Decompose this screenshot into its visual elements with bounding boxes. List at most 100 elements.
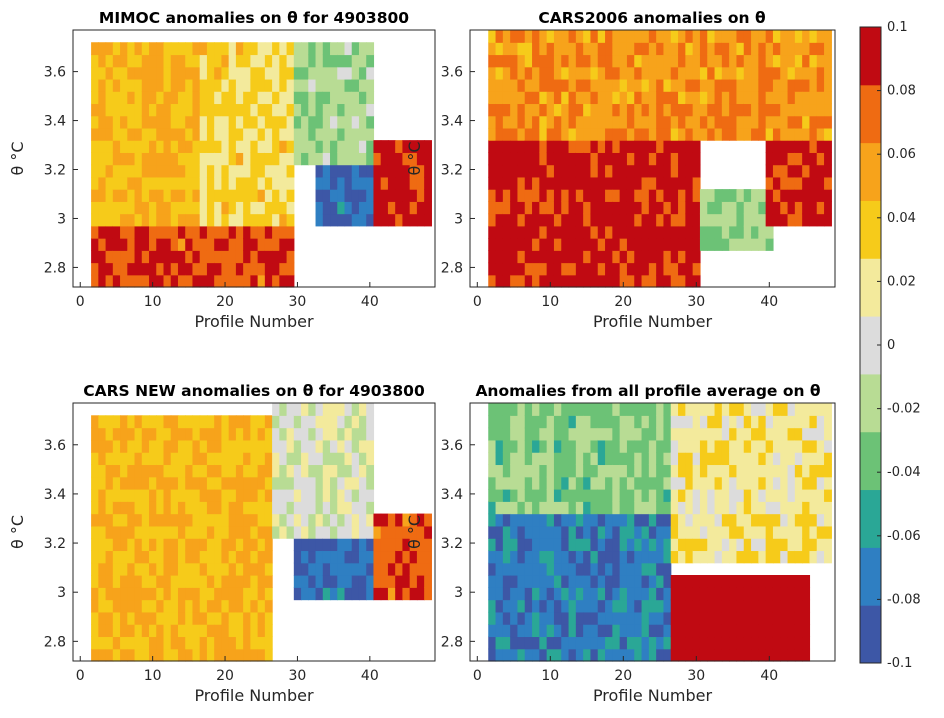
heatmap-cell bbox=[250, 525, 259, 539]
heatmap-cell bbox=[634, 611, 643, 625]
heatmap-cell bbox=[721, 78, 730, 92]
heatmap-cell bbox=[337, 538, 346, 552]
heatmap-cell bbox=[605, 140, 613, 153]
heatmap-cell bbox=[656, 575, 665, 588]
heatmap-cell bbox=[235, 624, 244, 638]
heatmap-cell bbox=[794, 452, 803, 466]
heatmap-cell bbox=[692, 238, 701, 251]
heatmap-cell bbox=[517, 30, 526, 43]
heatmap-cell bbox=[264, 66, 273, 80]
heatmap-cell bbox=[619, 525, 628, 539]
heatmap-cell bbox=[699, 403, 708, 416]
heatmap-cell bbox=[192, 189, 201, 202]
heatmap-cell bbox=[98, 201, 107, 215]
heatmap-cell bbox=[141, 54, 150, 68]
heatmap-cell bbox=[488, 238, 497, 251]
heatmap-cell bbox=[337, 575, 346, 588]
heatmap-cell bbox=[315, 501, 324, 515]
heatmap-cell bbox=[787, 201, 796, 215]
heatmap-cell bbox=[634, 427, 643, 441]
heatmap-cell bbox=[330, 201, 338, 215]
heatmap-cell bbox=[546, 599, 555, 613]
heatmap-cell bbox=[199, 550, 208, 564]
heatmap-cell bbox=[308, 66, 317, 80]
heatmap-cell bbox=[663, 587, 672, 601]
heatmap-cell bbox=[656, 66, 665, 80]
heatmap-cell bbox=[605, 476, 613, 490]
heatmap-cell bbox=[656, 250, 665, 264]
heatmap-cell bbox=[250, 42, 259, 56]
heatmap-cell bbox=[772, 403, 781, 416]
heatmap-cell bbox=[387, 213, 396, 227]
heatmap-cell bbox=[568, 176, 577, 190]
heatmap-cell bbox=[495, 648, 504, 662]
heatmap-cell bbox=[192, 176, 201, 190]
heatmap-cell bbox=[170, 250, 179, 264]
heatmap-cell bbox=[250, 127, 259, 141]
heatmap-cell bbox=[590, 152, 599, 166]
heatmap-cell bbox=[424, 575, 432, 588]
heatmap-cell bbox=[824, 164, 832, 178]
heatmap-cell bbox=[163, 624, 172, 638]
heatmap-cell bbox=[597, 250, 606, 264]
heatmap-cell bbox=[612, 176, 621, 190]
heatmap-cell bbox=[809, 513, 818, 527]
heatmap-cell bbox=[816, 66, 825, 80]
heatmap-cell bbox=[532, 513, 540, 527]
heatmap-cell bbox=[729, 648, 738, 662]
heatmap-cell bbox=[279, 525, 288, 539]
heatmap-cell bbox=[685, 189, 694, 202]
heatmap-cell bbox=[802, 42, 811, 56]
heatmap-cell bbox=[619, 250, 628, 264]
heatmap-cell bbox=[780, 427, 789, 441]
heatmap-cell bbox=[243, 636, 251, 650]
heatmap-cell bbox=[539, 464, 548, 478]
heatmap-cell bbox=[112, 562, 121, 576]
heatmap-cell bbox=[583, 464, 592, 478]
heatmap-cell bbox=[315, 103, 324, 117]
heatmap-cell bbox=[758, 30, 767, 43]
heatmap-cell bbox=[293, 575, 302, 588]
heatmap-cell bbox=[315, 152, 324, 166]
heatmap-cell bbox=[293, 42, 302, 56]
heatmap-cell bbox=[612, 599, 621, 613]
heatmap-cell bbox=[678, 91, 686, 105]
heatmap-cell bbox=[351, 562, 360, 576]
heatmap-cell bbox=[344, 213, 353, 227]
heatmap-cell bbox=[605, 452, 613, 466]
heatmap-cell bbox=[721, 452, 730, 466]
heatmap-cell bbox=[228, 624, 237, 638]
heatmap-cell bbox=[590, 78, 599, 92]
heatmap-cell bbox=[228, 501, 237, 515]
heatmap-cell bbox=[149, 550, 157, 564]
heatmap-cell bbox=[568, 152, 577, 166]
heatmap-cell bbox=[120, 550, 128, 564]
heatmap-cell bbox=[612, 427, 621, 441]
heatmap-cell bbox=[568, 624, 577, 638]
heatmap-cell bbox=[149, 489, 157, 502]
heatmap-cell bbox=[387, 189, 396, 202]
heatmap-cell bbox=[206, 250, 215, 264]
heatmap-cell bbox=[330, 115, 338, 129]
heatmap-cell bbox=[561, 127, 570, 141]
heatmap-cell bbox=[149, 636, 157, 650]
heatmap-cell bbox=[315, 66, 324, 80]
heatmap-cell bbox=[699, 538, 708, 552]
heatmap-cell bbox=[315, 213, 324, 227]
heatmap-cell bbox=[105, 66, 114, 80]
heatmap-cell bbox=[699, 30, 708, 43]
heatmap-cell bbox=[816, 464, 825, 478]
heatmap-cell bbox=[163, 274, 172, 288]
heatmap-cell bbox=[656, 152, 665, 166]
heatmap-cell bbox=[626, 30, 635, 43]
heatmap-cell bbox=[772, 30, 781, 43]
heatmap-cell bbox=[517, 78, 526, 92]
heatmap-cell bbox=[802, 30, 811, 43]
heatmap-cell bbox=[308, 54, 317, 68]
heatmap-cell bbox=[692, 201, 701, 215]
heatmap-cell bbox=[641, 176, 650, 190]
heatmap-cell bbox=[221, 164, 230, 178]
heatmap-cell bbox=[120, 599, 128, 613]
heatmap-cell bbox=[272, 464, 280, 478]
heatmap-cell bbox=[780, 42, 789, 56]
